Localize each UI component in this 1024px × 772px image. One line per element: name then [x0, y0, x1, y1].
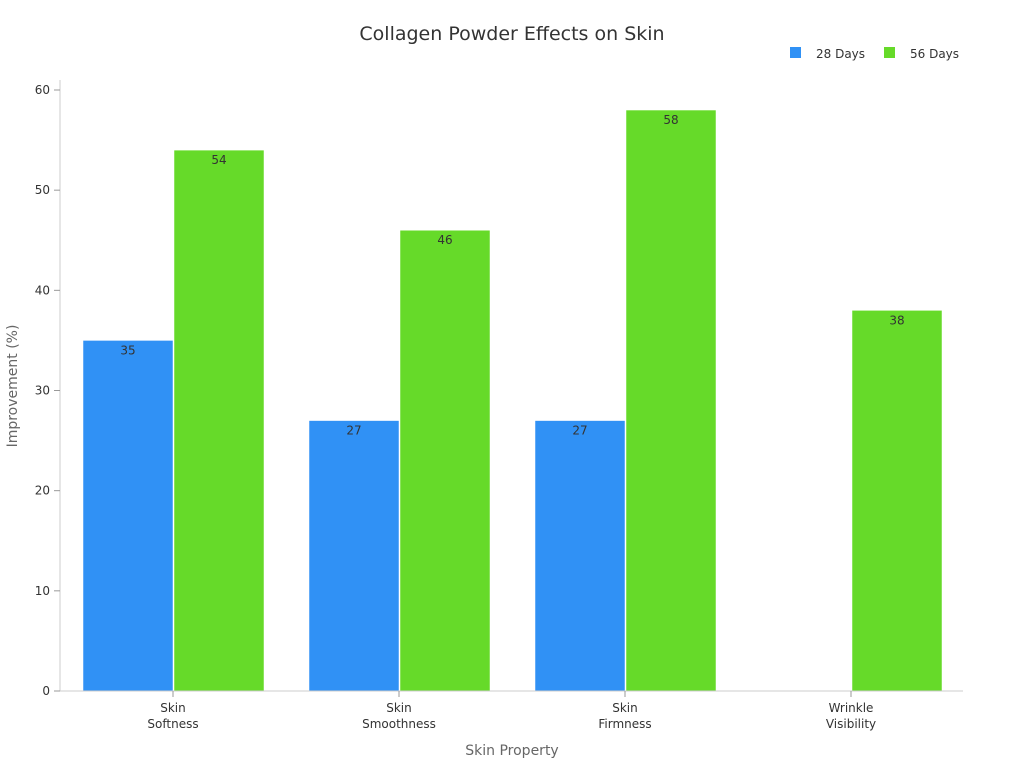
- x-tick-label: Smoothness: [362, 717, 436, 731]
- legend-label-56-days: 56 Days: [910, 47, 959, 61]
- x-tick-label: Wrinkle: [829, 701, 874, 715]
- bar-56-days[interactable]: [625, 109, 717, 692]
- bar-28-days[interactable]: [82, 340, 174, 692]
- x-axis: Skin Softness Skin Smoothness Skin Firmness Wr…: [60, 690, 963, 731]
- y-tick-label: 60: [35, 83, 50, 97]
- y-axis: 0 10 20 30 40 50 60: [35, 80, 61, 698]
- y-tick-label: 10: [35, 584, 50, 598]
- x-tick-label: Firmness: [598, 717, 651, 731]
- bar-28-days[interactable]: [534, 420, 626, 692]
- x-tick-label: Visibility: [826, 717, 876, 731]
- y-tick-label: 30: [35, 384, 50, 398]
- x-tick-label: Skin: [612, 701, 638, 715]
- x-axis-label: Skin Property: [465, 743, 558, 759]
- y-tick-label: 0: [42, 684, 50, 698]
- legend-label-28-days: 28 Days: [816, 47, 865, 61]
- chart-title: Collagen Powder Effects on Skin: [359, 23, 664, 45]
- y-tick-label: 20: [35, 484, 50, 498]
- data-label: 27: [346, 424, 361, 438]
- y-axis-label: Improvement (%): [5, 325, 21, 448]
- data-label: 35: [120, 343, 135, 357]
- y-tick-label: 50: [35, 183, 50, 197]
- x-tick-label: Softness: [147, 717, 198, 731]
- data-label: 27: [572, 424, 587, 438]
- x-tick-label: Skin: [386, 701, 412, 715]
- x-tick-label: Skin: [160, 701, 186, 715]
- legend-swatch-28-days: [790, 47, 801, 58]
- bar-56-days[interactable]: [399, 229, 491, 692]
- legend-swatch-56-days: [884, 47, 895, 58]
- data-label: 46: [437, 233, 452, 247]
- bar-56-days[interactable]: [851, 310, 943, 692]
- bar-28-days[interactable]: [308, 420, 400, 692]
- y-tick-label: 40: [35, 283, 50, 297]
- data-label: 54: [211, 153, 226, 167]
- data-label: 58: [663, 113, 678, 127]
- bar-56-days[interactable]: [173, 149, 265, 692]
- data-label: 38: [889, 313, 904, 327]
- legend: 28 Days 56 Days: [790, 47, 959, 61]
